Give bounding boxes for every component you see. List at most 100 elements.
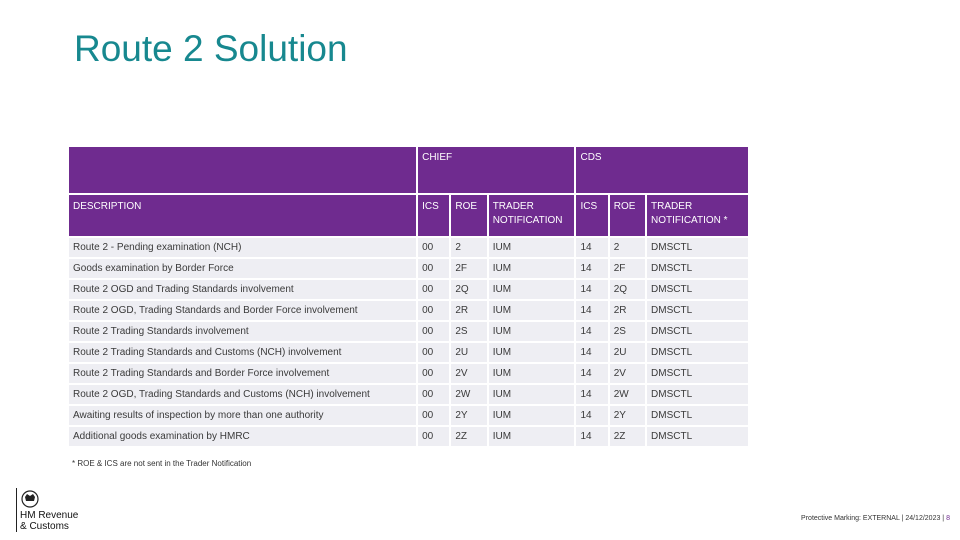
group-header-row: CHIEF CDS <box>69 147 748 193</box>
table-row: Additional goods examination by HMRC 00 2Z… <box>69 427 748 446</box>
marking-date: 24/12/2023 | <box>905 515 945 522</box>
group-header-blank <box>69 147 417 193</box>
cell-description: Route 2 - Pending examination (NCH) <box>69 238 417 257</box>
cell-cds-roe: 2V <box>609 364 646 383</box>
cell-cds-ics: 14 <box>576 343 608 362</box>
cell-chief-ics: 00 <box>418 343 450 362</box>
cell-chief-ics: 00 <box>418 385 450 404</box>
cell-cds-trader: DMSCTL <box>647 301 748 320</box>
cell-chief-trader: IUM <box>488 280 575 299</box>
cell-cds-ics: 14 <box>576 259 608 278</box>
column-header-chief-trader: TRADER NOTIFICATION <box>488 195 575 236</box>
cell-chief-ics: 00 <box>418 427 450 446</box>
cell-cds-ics: 14 <box>576 406 608 425</box>
protective-marking: Protective Marking: EXTERNAL | 24/12/202… <box>801 515 950 522</box>
cell-chief-roe: 2W <box>451 385 487 404</box>
cell-cds-ics: 14 <box>576 427 608 446</box>
cell-description: Route 2 Trading Standards and Border For… <box>69 364 417 383</box>
cell-cds-roe: 2Z <box>609 427 646 446</box>
cell-chief-ics: 00 <box>418 406 450 425</box>
cell-cds-trader: DMSCTL <box>647 406 748 425</box>
cell-cds-trader: DMSCTL <box>647 427 748 446</box>
cell-chief-roe: 2Z <box>451 427 487 446</box>
column-header-cds-ics: ICS <box>576 195 608 236</box>
cell-chief-ics: 00 <box>418 322 450 341</box>
cell-description: Route 2 OGD, Trading Standards and Custo… <box>69 385 417 404</box>
cell-cds-roe: 2W <box>609 385 646 404</box>
cell-cds-ics: 14 <box>576 238 608 257</box>
cell-cds-trader: DMSCTL <box>647 385 748 404</box>
route-codes-table: CHIEF CDS DESCRIPTION ICS ROE TRADER NOT… <box>67 145 750 448</box>
cell-cds-roe: 2Y <box>609 406 646 425</box>
cell-chief-ics: 00 <box>418 301 450 320</box>
hmrc-logo: HM Revenue & Customs <box>14 488 94 534</box>
cell-chief-trader: IUM <box>488 364 575 383</box>
cell-cds-trader: DMSCTL <box>647 238 748 257</box>
page-title: Route 2 Solution <box>74 28 348 69</box>
cell-cds-ics: 14 <box>576 301 608 320</box>
cell-chief-roe: 2F <box>451 259 487 278</box>
cell-chief-trader: IUM <box>488 406 575 425</box>
group-header-chief: CHIEF <box>418 147 575 193</box>
cell-chief-ics: 00 <box>418 238 450 257</box>
column-header-cds-trader: TRADER NOTIFICATION * <box>647 195 748 236</box>
cell-cds-roe: 2F <box>609 259 646 278</box>
cell-cds-trader: DMSCTL <box>647 280 748 299</box>
cell-cds-trader: DMSCTL <box>647 259 748 278</box>
logo-line-1: HM Revenue <box>20 510 79 521</box>
table-row: Awaiting results of inspection by more t… <box>69 406 748 425</box>
cell-chief-ics: 00 <box>418 280 450 299</box>
cell-cds-trader: DMSCTL <box>647 322 748 341</box>
cell-chief-roe: 2 <box>451 238 487 257</box>
cell-cds-ics: 14 <box>576 322 608 341</box>
cell-description: Route 2 Trading Standards involvement <box>69 322 417 341</box>
table-row: Route 2 OGD and Trading Standards involv… <box>69 280 748 299</box>
crown-crest-icon <box>21 490 39 508</box>
cell-description: Goods examination by Border Force <box>69 259 417 278</box>
column-header-chief-ics: ICS <box>418 195 450 236</box>
table-row: Route 2 Trading Standards and Customs (N… <box>69 343 748 362</box>
cell-cds-ics: 14 <box>576 364 608 383</box>
cell-chief-roe: 2V <box>451 364 487 383</box>
cell-cds-trader: DMSCTL <box>647 343 748 362</box>
footnote: * ROE & ICS are not sent in the Trader N… <box>72 459 252 468</box>
table-row: Route 2 OGD, Trading Standards and Custo… <box>69 385 748 404</box>
column-header-chief-roe: ROE <box>451 195 487 236</box>
cell-chief-trader: IUM <box>488 322 575 341</box>
cell-description: Route 2 OGD and Trading Standards involv… <box>69 280 417 299</box>
cell-chief-roe: 2U <box>451 343 487 362</box>
cell-cds-trader: DMSCTL <box>647 364 748 383</box>
group-header-cds: CDS <box>576 147 748 193</box>
cell-cds-roe: 2R <box>609 301 646 320</box>
cell-chief-ics: 00 <box>418 259 450 278</box>
cell-cds-roe: 2S <box>609 322 646 341</box>
cell-description: Awaiting results of inspection by more t… <box>69 406 417 425</box>
cell-cds-roe: 2Q <box>609 280 646 299</box>
marking-text: Protective Marking: EXTERNAL | <box>801 515 904 522</box>
cell-cds-ics: 14 <box>576 280 608 299</box>
table-row: Route 2 - Pending examination (NCH) 00 2 IU… <box>69 238 748 257</box>
column-header-row: DESCRIPTION ICS ROE TRADER NOTIFICATION … <box>69 195 748 236</box>
cell-cds-roe: 2 <box>609 238 646 257</box>
cell-chief-trader: IUM <box>488 427 575 446</box>
table-row: Route 2 OGD, Trading Standards and Borde… <box>69 301 748 320</box>
page-number: 8 <box>946 515 950 522</box>
cell-cds-ics: 14 <box>576 385 608 404</box>
cell-chief-trader: IUM <box>488 259 575 278</box>
cell-description: Route 2 OGD, Trading Standards and Borde… <box>69 301 417 320</box>
cell-chief-roe: 2Q <box>451 280 487 299</box>
cell-chief-trader: IUM <box>488 301 575 320</box>
cell-description: Additional goods examination by HMRC <box>69 427 417 446</box>
cell-chief-trader: IUM <box>488 385 575 404</box>
cell-chief-roe: 2Y <box>451 406 487 425</box>
cell-chief-roe: 2S <box>451 322 487 341</box>
table-row: Route 2 Trading Standards involvement 00 2… <box>69 322 748 341</box>
logo-rule <box>16 488 17 532</box>
cell-chief-ics: 00 <box>418 364 450 383</box>
table-row: Goods examination by Border Force 00 2F IUM… <box>69 259 748 278</box>
logo-line-2: & Customs <box>20 521 69 532</box>
cell-description: Route 2 Trading Standards and Customs (N… <box>69 343 417 362</box>
column-header-cds-roe: ROE <box>609 195 646 236</box>
table-row: Route 2 Trading Standards and Border For… <box>69 364 748 383</box>
cell-cds-roe: 2U <box>609 343 646 362</box>
